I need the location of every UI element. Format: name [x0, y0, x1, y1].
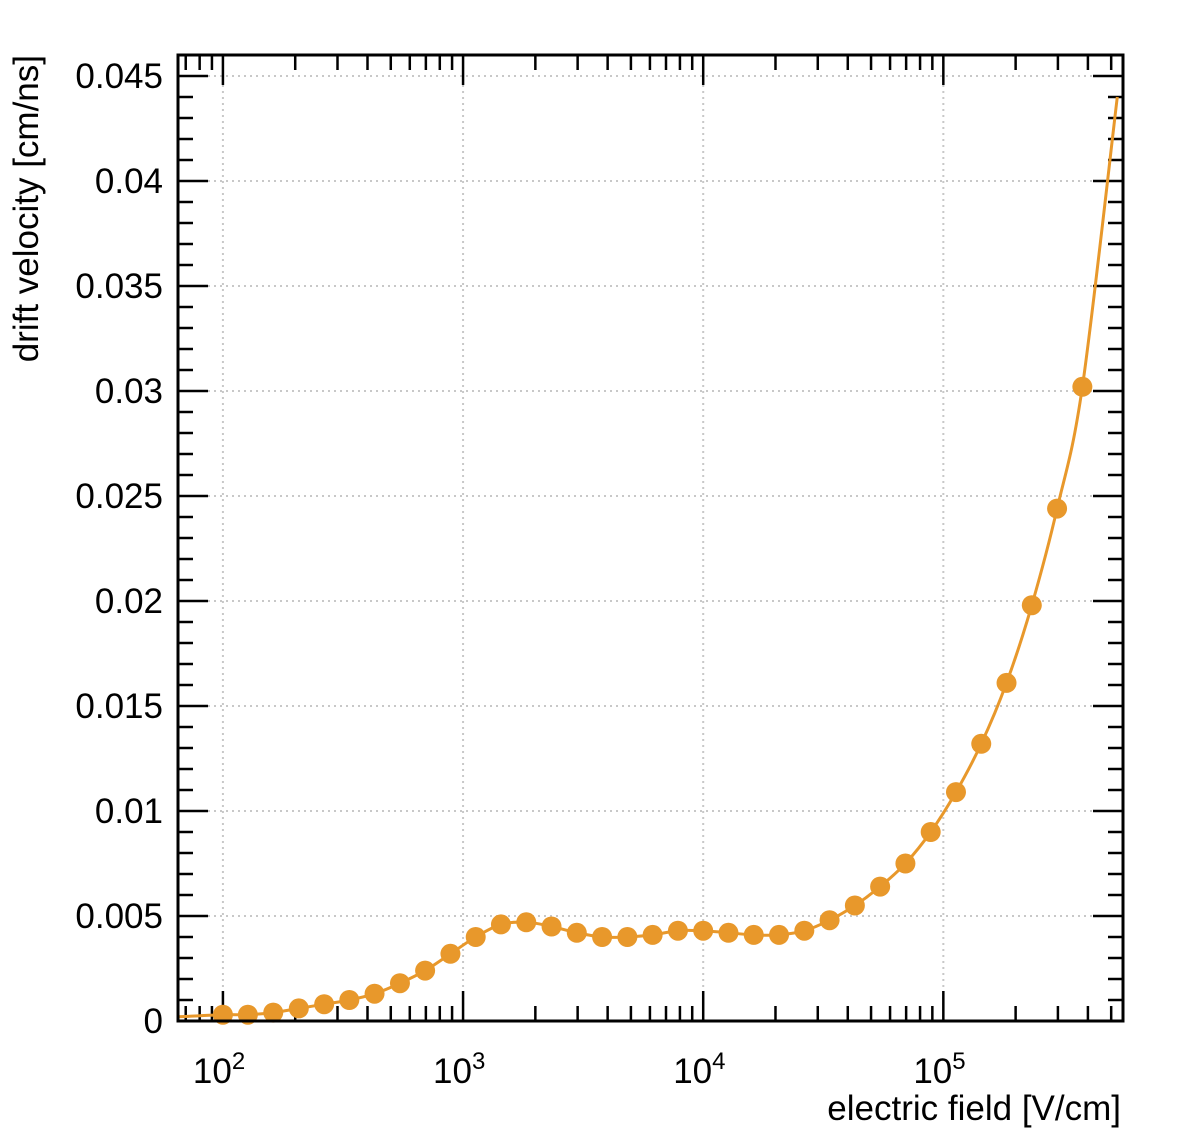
data-point — [971, 733, 992, 754]
y-tick-label: 0.015 — [75, 687, 163, 726]
data-point — [895, 853, 916, 874]
data-point — [945, 782, 966, 803]
x-tick-base: 10 — [913, 1052, 952, 1091]
x-tick-base: 10 — [193, 1052, 232, 1091]
data-point — [718, 922, 739, 943]
data-point — [364, 983, 385, 1004]
data-point — [1021, 595, 1042, 616]
data-point — [263, 1002, 284, 1023]
x-tick-label: 103 — [433, 1048, 485, 1091]
x-tick-exponent: 5 — [952, 1048, 965, 1075]
data-point — [1072, 376, 1093, 397]
data-point — [743, 924, 764, 945]
x-tick-label: 104 — [673, 1048, 725, 1091]
data-point — [314, 994, 335, 1015]
y-tick-label: 0.02 — [95, 582, 163, 621]
data-point — [819, 910, 840, 931]
data-point — [465, 927, 486, 947]
data-point — [288, 998, 309, 1019]
data-point — [693, 920, 714, 941]
data-point — [490, 914, 511, 935]
y-tick-label: 0.025 — [75, 477, 163, 516]
data-point — [617, 927, 638, 947]
data-point — [996, 672, 1017, 693]
y-tick-label: 0.04 — [95, 162, 163, 201]
x-tick-labels: 102 103 104 105 — [193, 1048, 966, 1091]
y-tick-label: 0.045 — [75, 57, 163, 96]
data-point — [566, 922, 587, 943]
data-point — [642, 924, 663, 945]
data-point — [389, 973, 410, 994]
data-point — [516, 912, 537, 933]
x-tick-exponent: 2 — [232, 1048, 245, 1075]
data-point — [440, 943, 461, 964]
x-tick-base: 10 — [673, 1052, 712, 1091]
data-point — [541, 916, 562, 937]
x-axis-title: electric field [V/cm] — [827, 1089, 1121, 1128]
y-tick-label: 0.01 — [95, 792, 163, 831]
y-tick-labels: 0 0.005 0.01 0.015 0.02 0.025 0.03 0.035 0.04 0.0… — [75, 57, 163, 1041]
x-tick-base: 10 — [433, 1052, 472, 1091]
data-point — [592, 927, 613, 947]
y-tick-label: 0 — [144, 1002, 163, 1041]
data-series — [177, 96, 1119, 1025]
data-point — [769, 924, 790, 945]
x-tick-label: 102 — [193, 1048, 245, 1091]
plot-frame — [176, 53, 1125, 1023]
data-point — [920, 822, 941, 842]
data-point — [339, 990, 360, 1010]
y-tick-label: 0.005 — [75, 897, 163, 936]
data-point — [667, 920, 688, 941]
data-point — [415, 960, 436, 981]
x-tick-exponent: 3 — [472, 1048, 485, 1075]
y-tick-label: 0.03 — [95, 372, 163, 411]
data-point — [794, 920, 815, 941]
data-point — [870, 876, 891, 897]
data-point — [844, 895, 865, 916]
grid-lines — [178, 55, 1123, 1021]
y-tick-label: 0.035 — [75, 267, 163, 306]
x-tick-label: 105 — [913, 1048, 965, 1091]
y-axis-title: drift velocity [cm/ns] — [7, 55, 46, 362]
data-point — [1047, 498, 1068, 519]
x-tick-exponent: 4 — [712, 1048, 725, 1075]
